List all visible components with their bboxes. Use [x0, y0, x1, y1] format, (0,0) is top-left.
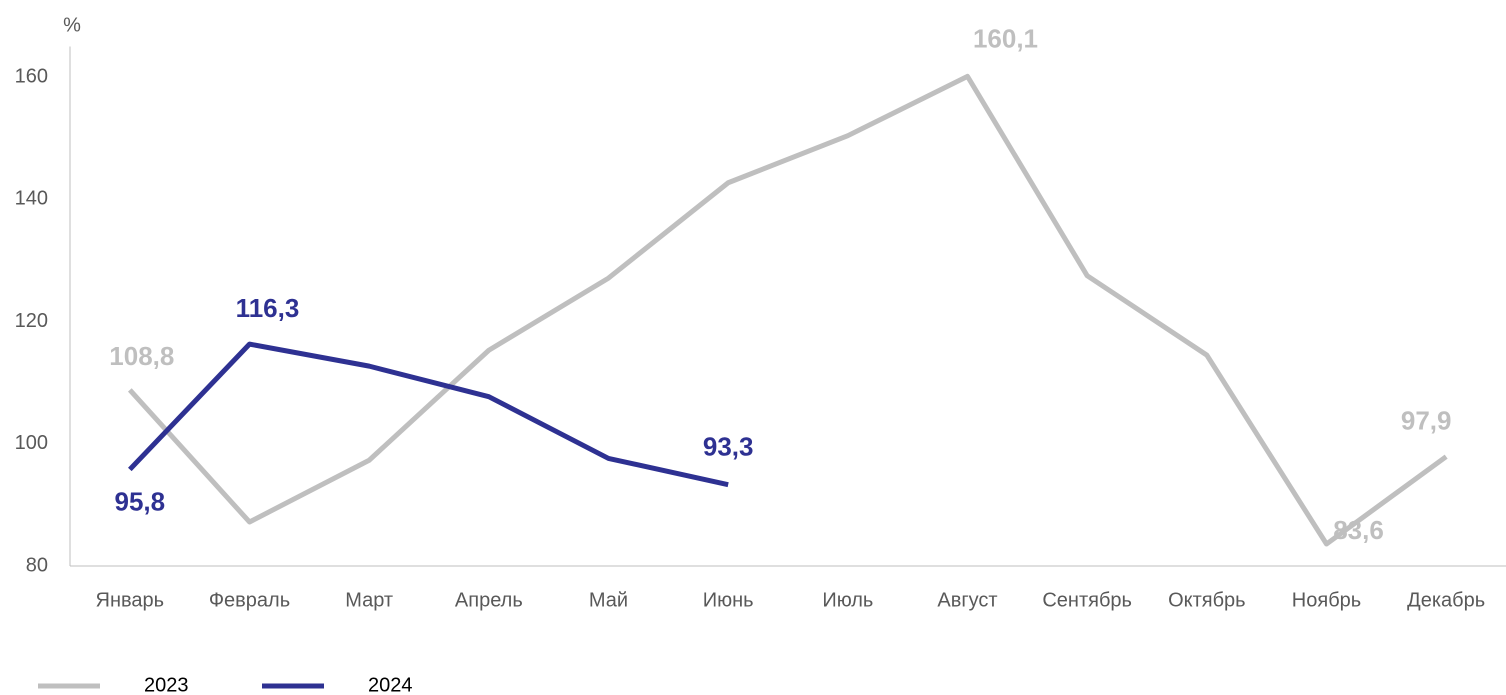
x-tick-label: Ноябрь [1292, 589, 1361, 611]
x-tick-label: Июль [822, 589, 873, 611]
value-label: 116,3 [236, 293, 300, 323]
value-label: 97,9 [1401, 405, 1452, 435]
x-tick-label: Январь [96, 589, 165, 611]
x-tick-label: Июнь [703, 589, 754, 611]
x-tick-label: Февраль [209, 589, 290, 611]
x-tick-label: Март [345, 589, 393, 611]
value-label: 160,1 [973, 23, 1038, 53]
y-tick-label: 120 [15, 310, 48, 332]
y-tick-label: 160 [15, 65, 48, 87]
legend-label: 2023 [144, 674, 189, 695]
x-tick-label: Октябрь [1168, 589, 1246, 611]
x-tick-label: Апрель [455, 589, 523, 611]
y-tick-label: 100 [15, 432, 48, 454]
value-label: 93,3 [703, 432, 754, 462]
x-tick-label: Август [937, 589, 997, 611]
series-line [127, 73, 1448, 547]
x-tick-label: Май [589, 589, 628, 611]
series-line [128, 341, 729, 488]
value-label: 108,8 [109, 341, 174, 371]
legend-label: 2024 [368, 674, 413, 695]
y-tick-label: 80 [26, 554, 48, 576]
y-axis-label: % [63, 14, 81, 36]
x-tick-label: Сентябрь [1042, 589, 1132, 611]
y-tick-label: 140 [15, 188, 48, 210]
value-label: 83,6 [1333, 515, 1384, 545]
value-label: 95,8 [115, 486, 166, 516]
x-tick-label: Декабрь [1407, 589, 1485, 611]
